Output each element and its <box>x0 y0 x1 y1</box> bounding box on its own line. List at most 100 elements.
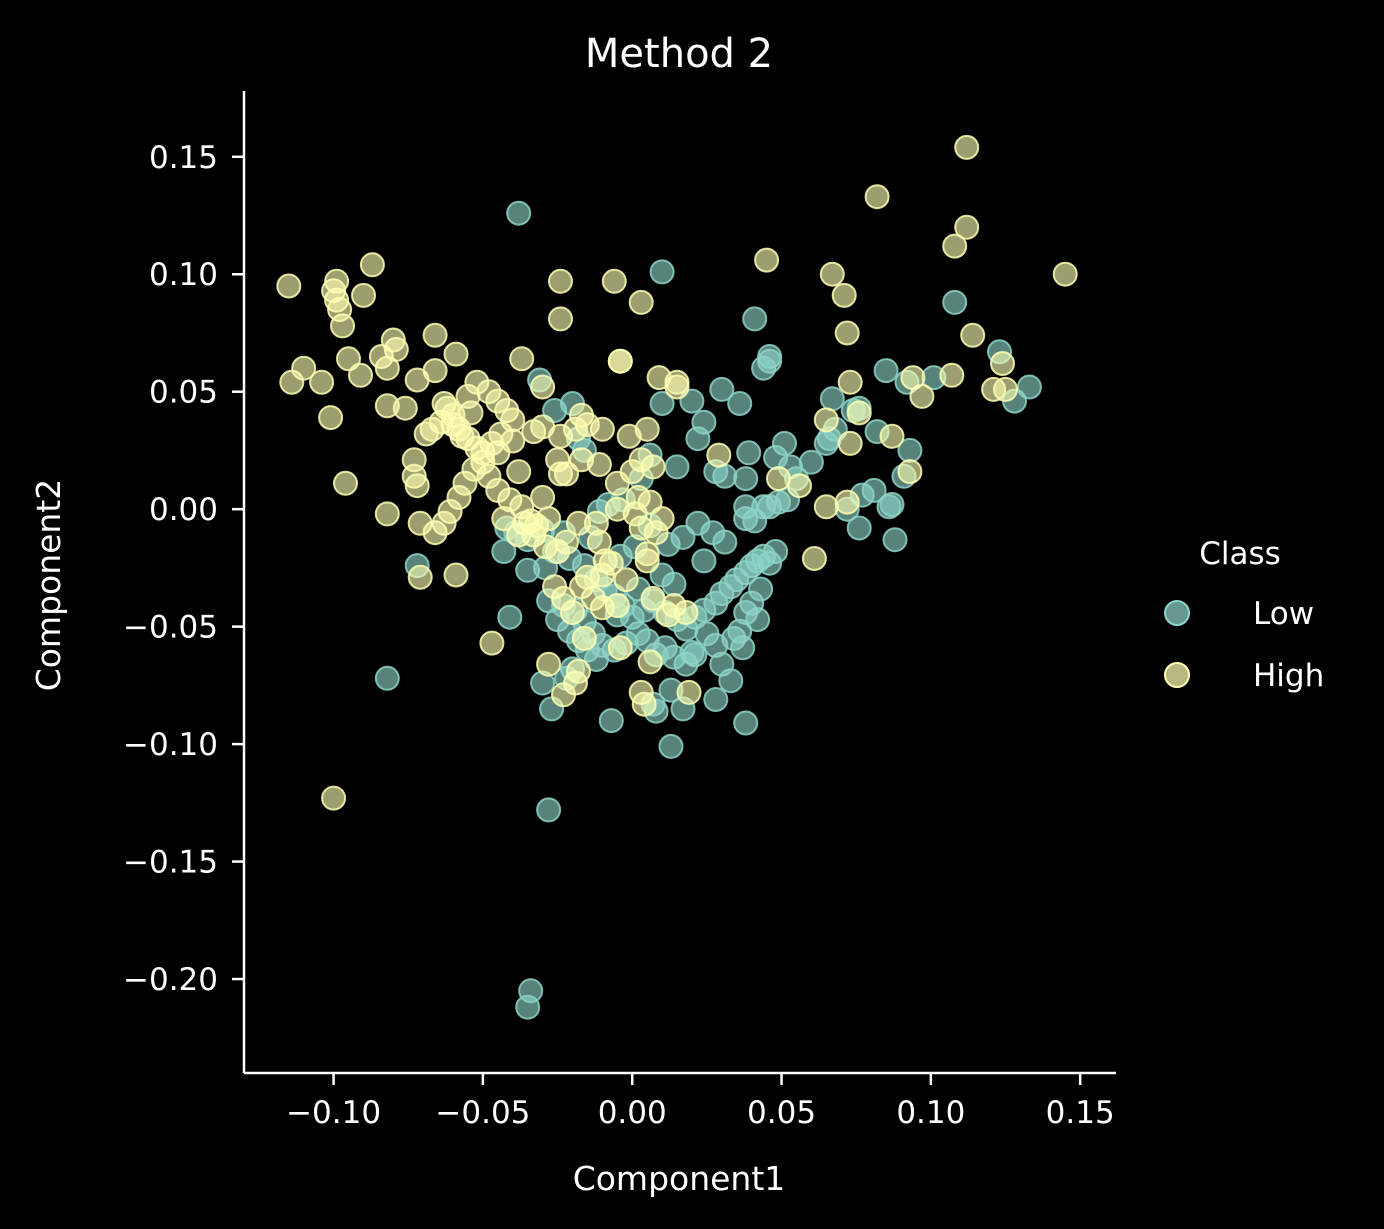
data-point-low <box>733 710 759 736</box>
data-point-high <box>566 658 591 684</box>
data-point-high <box>330 313 355 339</box>
legend-title: Class <box>1199 536 1281 572</box>
data-point-high <box>548 306 573 332</box>
data-point-high <box>601 268 627 294</box>
data-point-high <box>500 428 526 454</box>
data-point-high <box>458 400 484 426</box>
data-point-high <box>530 374 556 400</box>
data-point-low <box>751 355 777 381</box>
x-ticks: −0.10 −0.05 0.00 0.05 0.10 0.15 <box>286 1073 1115 1131</box>
data-point-low <box>374 665 400 691</box>
data-point-high <box>637 649 663 675</box>
data-point-high <box>548 268 573 294</box>
data-point-high <box>374 355 400 381</box>
data-point-high <box>787 473 812 499</box>
legend-label-high: High <box>1253 658 1324 694</box>
data-point-low <box>658 733 684 759</box>
data-point-high <box>879 423 905 449</box>
data-point-low <box>703 687 729 712</box>
data-point-low <box>598 708 624 734</box>
data-point-low <box>763 539 789 564</box>
data-point-low <box>742 306 768 332</box>
x-axis-label: Component1 <box>573 1159 786 1198</box>
data-point-high <box>831 282 857 308</box>
data-point-high <box>592 548 618 574</box>
data-point-high <box>422 358 448 384</box>
series-high <box>276 134 1078 811</box>
x-tick-label: −0.05 <box>435 1095 530 1131</box>
data-point-low <box>506 200 532 226</box>
data-point-low <box>583 647 609 672</box>
data-point-high <box>479 630 505 656</box>
data-point-low <box>942 289 968 315</box>
data-point-high <box>530 484 556 510</box>
data-point-high <box>571 625 597 651</box>
data-point-low <box>649 259 675 285</box>
data-point-low <box>712 463 738 489</box>
data-point-high <box>276 273 302 299</box>
data-point-high <box>960 322 986 348</box>
data-point-high <box>837 369 863 395</box>
data-point-high <box>586 452 612 477</box>
y-tick-label: −0.10 <box>123 727 218 763</box>
x-tick-label: 0.05 <box>747 1095 816 1131</box>
y-tick-label: −0.05 <box>123 610 218 646</box>
data-point-high <box>569 574 594 600</box>
data-point-low <box>664 454 690 480</box>
data-point-high <box>900 365 926 391</box>
data-point-high <box>536 651 562 677</box>
data-point-high <box>801 546 827 571</box>
data-point-high <box>813 494 839 520</box>
data-point-high <box>422 322 448 348</box>
data-point-high <box>566 510 591 536</box>
data-point-high <box>348 362 373 388</box>
data-point-low <box>679 640 705 665</box>
data-point-high <box>628 289 654 315</box>
data-point-low <box>730 635 756 661</box>
data-point-high <box>407 564 433 590</box>
data-point-high <box>616 423 642 449</box>
y-tick-label: −0.20 <box>123 962 218 998</box>
data-point-high <box>359 252 385 278</box>
data-point-high <box>374 501 400 527</box>
data-point-high <box>604 593 630 618</box>
data-point-high <box>431 391 457 416</box>
data-point-high <box>993 376 1018 402</box>
x-tick-label: 0.15 <box>1046 1095 1115 1131</box>
data-point-high <box>536 506 562 532</box>
data-point-high <box>766 466 791 492</box>
y-tick-label: −0.15 <box>123 845 218 881</box>
data-point-high <box>509 346 535 372</box>
y-tick-label: 0.00 <box>149 492 218 528</box>
data-point-high <box>607 635 633 661</box>
data-point-high <box>440 412 466 438</box>
data-point-high <box>813 407 839 433</box>
data-point-high <box>1052 261 1078 287</box>
y-tick-label: 0.10 <box>149 257 218 293</box>
data-point-high <box>279 369 305 395</box>
data-point-high <box>321 785 347 811</box>
data-point-high <box>846 400 872 426</box>
data-point-high <box>497 487 523 513</box>
data-point-high <box>309 369 335 395</box>
data-point-low <box>536 797 562 823</box>
data-point-low <box>727 391 753 416</box>
data-point-high <box>673 600 699 625</box>
data-point-high <box>443 341 469 367</box>
data-point-high <box>351 282 376 308</box>
y-axis-label: Component2 <box>29 479 68 692</box>
data-point-high <box>837 430 863 456</box>
data-point-low <box>876 494 902 520</box>
data-point-low <box>694 621 720 647</box>
data-point-high <box>676 679 702 705</box>
data-point-low <box>491 539 517 564</box>
points-layer <box>276 134 1078 1020</box>
data-point-low <box>497 604 523 630</box>
data-point-low <box>709 376 735 402</box>
data-point-high <box>613 567 639 593</box>
legend-marker-low <box>1164 600 1190 626</box>
data-point-high <box>640 454 666 480</box>
data-point-high <box>401 447 427 473</box>
x-tick-label: 0.00 <box>598 1095 667 1131</box>
